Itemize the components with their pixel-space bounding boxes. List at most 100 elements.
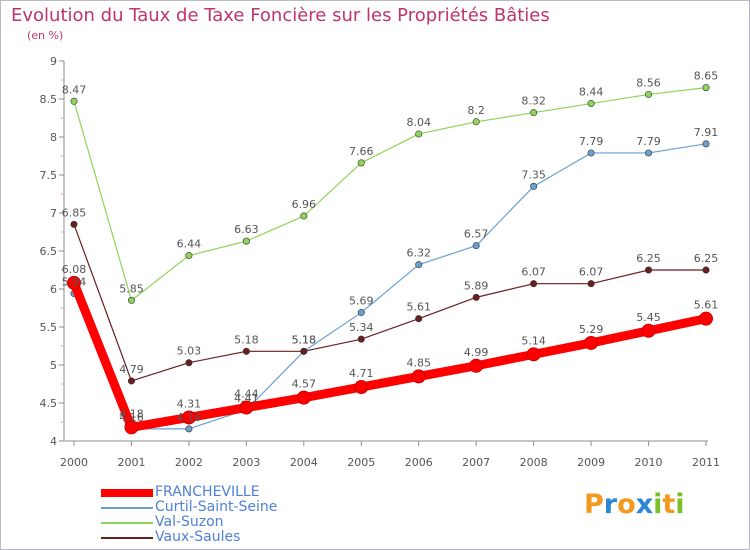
data-label: 8.47 xyxy=(62,83,87,96)
data-point xyxy=(645,266,653,274)
data-label: 4.99 xyxy=(464,346,489,359)
data-label: 5.34 xyxy=(349,321,374,334)
proxiti-logo: Proxiti xyxy=(584,489,685,520)
data-point xyxy=(300,212,308,220)
x-tick-label: 2007 xyxy=(462,456,490,469)
data-point xyxy=(469,358,484,373)
data-point xyxy=(181,410,196,425)
logo-letter: x xyxy=(635,489,654,520)
data-point xyxy=(70,97,78,105)
logo-letter: i xyxy=(675,489,685,520)
data-point xyxy=(354,380,369,395)
legend-swatch xyxy=(101,489,153,497)
data-point xyxy=(702,266,710,274)
series-line-val-suzon xyxy=(73,86,707,301)
data-point xyxy=(645,90,653,98)
y-tick-label: 4.5 xyxy=(40,397,58,410)
data-label: 5.61 xyxy=(406,301,431,314)
x-tick-label: 2011 xyxy=(692,456,720,469)
series-layer xyxy=(67,84,713,435)
data-point xyxy=(300,347,308,355)
legend-swatch xyxy=(101,507,153,509)
data-label: 6.25 xyxy=(694,252,719,265)
data-label: 6.32 xyxy=(406,247,431,260)
data-label: 5.85 xyxy=(119,282,144,295)
data-label: 8.65 xyxy=(694,70,719,83)
data-label: 4.44 xyxy=(234,388,259,401)
y-tick-label: 6.5 xyxy=(40,245,58,258)
data-label: 7.66 xyxy=(349,145,374,158)
legend-label: Curtil-Saint-Seine xyxy=(155,499,278,515)
data-label: 5.18 xyxy=(292,333,317,346)
data-point xyxy=(587,280,595,288)
data-label: 5.18 xyxy=(292,333,317,346)
data-label: 4.31 xyxy=(177,397,202,410)
data-label: 6.08 xyxy=(62,263,87,276)
data-label: 6.85 xyxy=(62,206,87,219)
data-label: 7.79 xyxy=(579,135,604,148)
data-label: 7.35 xyxy=(521,168,546,181)
logo-letter: r xyxy=(603,489,618,520)
data-label: 5.18 xyxy=(234,333,259,346)
legend-swatch xyxy=(101,537,153,539)
series-line-vaux-saules xyxy=(73,223,707,382)
x-tick-label: 2008 xyxy=(520,456,548,469)
y-tick-label: 8 xyxy=(50,131,57,144)
data-point xyxy=(70,220,78,228)
data-label: 4.79 xyxy=(119,363,144,376)
data-point xyxy=(530,182,538,190)
data-label: 8.44 xyxy=(579,86,604,99)
data-label: 4.71 xyxy=(349,367,374,380)
data-label: 6.96 xyxy=(292,198,317,211)
data-label: 4.85 xyxy=(406,356,431,369)
data-point xyxy=(185,359,193,367)
data-labels-layer: 6.08 4.18 4.31 4.44 4.57 4.71 4.85 4.99 5.14 5.29… xyxy=(62,70,719,424)
data-point xyxy=(699,311,713,326)
data-label: 6.25 xyxy=(636,252,661,265)
y-tick-label: 5.5 xyxy=(40,321,58,334)
x-tick-label: 2003 xyxy=(232,456,260,469)
data-point xyxy=(127,377,135,385)
y-tick-label: 7.5 xyxy=(40,169,58,182)
data-label: 4.18 xyxy=(119,407,144,420)
data-label: 8.2 xyxy=(467,104,485,117)
data-label: 5.94 xyxy=(62,276,87,289)
data-label: 5.89 xyxy=(464,279,489,292)
logo-letter: t xyxy=(662,489,676,520)
data-label: 5.45 xyxy=(636,311,661,324)
data-label: 4.16 xyxy=(119,411,144,424)
data-point xyxy=(641,323,656,338)
data-point xyxy=(645,149,653,157)
data-point xyxy=(239,400,254,415)
legend-label: Val-Suzon xyxy=(155,514,224,530)
data-point xyxy=(242,347,250,355)
data-point xyxy=(415,261,423,269)
data-label: 5.69 xyxy=(349,295,374,308)
data-label: 5.14 xyxy=(521,334,546,347)
data-label: 8.56 xyxy=(636,76,661,89)
data-point xyxy=(472,242,480,250)
chart-title: Evolution du Taux de Taxe Foncière sur l… xyxy=(11,5,550,26)
data-point xyxy=(185,252,193,260)
data-label: 8.04 xyxy=(406,116,431,129)
y-tick-label: 7 xyxy=(50,207,57,220)
data-label: 5.03 xyxy=(177,345,202,358)
data-label: 6.44 xyxy=(177,238,202,251)
legend-label: Vaux-Saules xyxy=(155,529,241,545)
data-point xyxy=(530,109,538,117)
x-tick-label: 2002 xyxy=(175,456,203,469)
series-line-francheville xyxy=(69,278,711,432)
data-point xyxy=(411,369,426,384)
y-tick-label: 6 xyxy=(50,283,57,296)
data-point xyxy=(526,347,541,362)
data-point xyxy=(415,130,423,138)
data-label: 8.32 xyxy=(521,95,546,108)
data-point xyxy=(185,425,193,433)
data-label: 6.07 xyxy=(521,266,546,279)
series-line-curtil-saint-seine xyxy=(73,143,707,430)
data-label: 6.57 xyxy=(464,228,489,241)
data-point xyxy=(702,84,710,92)
